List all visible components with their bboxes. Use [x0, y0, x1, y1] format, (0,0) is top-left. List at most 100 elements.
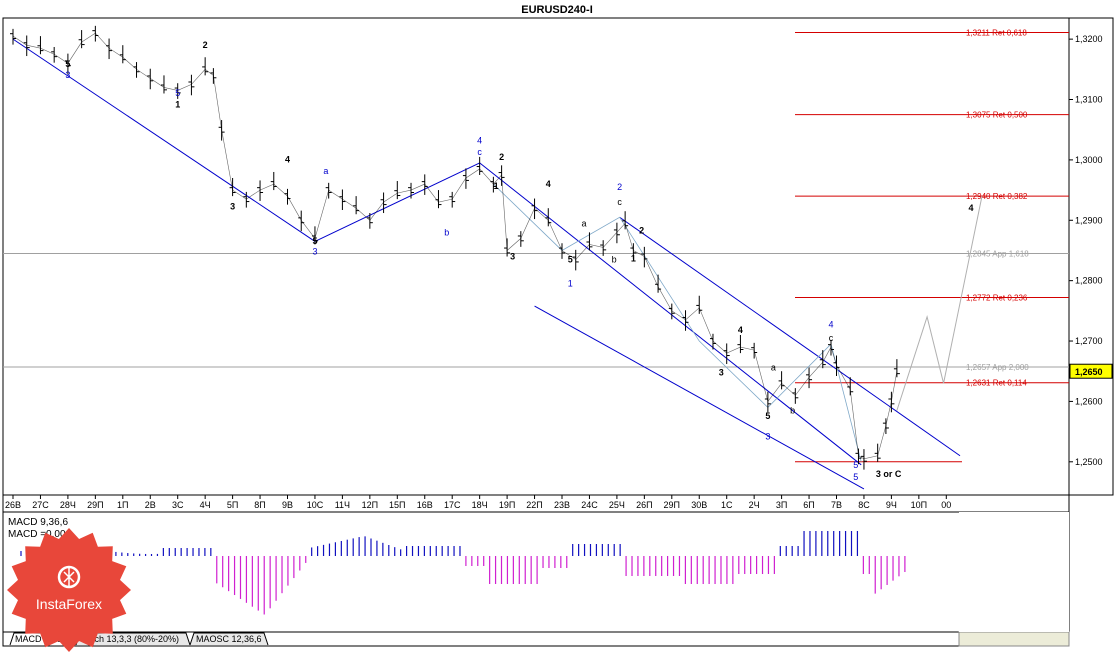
time-tick-label: 22П	[526, 500, 542, 510]
time-tick-label: 2В	[145, 500, 156, 510]
macd-label: MACD 9,36,6	[8, 517, 68, 528]
macd-histogram	[20, 531, 906, 615]
channel-lower	[534, 305, 865, 490]
time-tick-label: 10С	[307, 500, 324, 510]
time-tick-label: 12П	[362, 500, 378, 510]
price-tick-label: 1,2800	[1075, 276, 1103, 286]
time-tick-label: 3С	[172, 500, 184, 510]
time-tick-label: 25Ч	[609, 500, 625, 510]
wave-label: 1	[631, 253, 636, 263]
time-axis-frame	[2, 494, 1070, 513]
fib-level-label: 1,2631 Ret 0,114	[966, 379, 1027, 388]
forecast-path	[896, 196, 983, 411]
wave-label: 3	[65, 70, 70, 80]
channel-line-1	[12, 38, 316, 242]
price-tick-label: 1,2600	[1075, 396, 1103, 406]
wave-label: 5	[765, 411, 770, 421]
price-tick-label: 1,2900	[1075, 215, 1103, 225]
wave-label: 4	[285, 154, 290, 164]
fibonacci-levels: 1,3211 Ret 0,618 1,3075 Ret 0,500 1,2940 R…	[3, 28, 1069, 463]
time-tick-label: 7В	[831, 500, 842, 510]
time-tick-label: 24С	[581, 500, 598, 510]
brand-name: InstaForex	[36, 596, 102, 612]
wave-label: 3 or C	[876, 469, 902, 479]
time-tick-label: 30В	[691, 500, 707, 510]
wave-label: c	[477, 147, 482, 157]
time-tick-label: 18Ч	[472, 500, 488, 510]
wave-label: 5	[853, 472, 858, 482]
current-price-box	[1069, 363, 1113, 379]
wave-label: 1	[568, 279, 573, 289]
time-tick-label: 6П	[803, 500, 814, 510]
wave-label: 5	[175, 88, 180, 98]
fib-level-label: 1,3075 Ret 0,500	[966, 111, 1028, 120]
time-tick-label: 2Ч	[749, 500, 760, 510]
fib-level-label: 1,2845 App 1,618	[966, 249, 1029, 258]
macd-value-label: MACD =0,00	[8, 529, 66, 540]
tab-maosc-shape[interactable]	[189, 632, 269, 646]
instaforex-logo: InstaForex	[7, 528, 131, 652]
fib-level-label: 1,2940 Ret 0,382	[966, 192, 1028, 201]
price-tick-label: 1,3000	[1075, 155, 1103, 165]
wave-label: b	[790, 405, 795, 415]
wave-label: 4	[829, 320, 834, 330]
time-tick-label: 19П	[499, 500, 515, 510]
time-tick-label: 8П	[254, 500, 265, 510]
time-tick-label: 15П	[389, 500, 405, 510]
time-tick-label: 8С	[858, 500, 870, 510]
macd-right-blank	[959, 512, 1069, 632]
wave-label: b	[612, 255, 617, 265]
wave-label: 3	[230, 201, 235, 211]
wave-label: 3	[312, 247, 317, 257]
time-tick-label: 4Ч	[200, 500, 211, 510]
time-tick-label: 11Ч	[335, 500, 350, 510]
wave-label: 4	[738, 325, 743, 335]
wave-label: 3	[510, 252, 515, 262]
time-tick-label: 29П	[664, 500, 680, 510]
wave-label: 2	[499, 152, 504, 162]
current-price-label: 1,2650	[1075, 367, 1103, 377]
wave-label: 5	[312, 236, 317, 246]
time-tick-label: 27С	[32, 500, 49, 510]
time-axis: 26В 27С 28Ч 29П 1П 2В 3С 4Ч 5П 8П 9В 10С 11Ч 12П 15П 16…	[5, 495, 951, 510]
time-tick-label: 23В	[554, 500, 570, 510]
wave-label: a	[771, 363, 776, 373]
chart-title: EURUSD240-I	[521, 4, 593, 16]
wave-label: 5	[65, 59, 70, 69]
wave-label: 5	[853, 460, 858, 470]
wave-label: 4	[968, 203, 973, 213]
tab-macd[interactable]: MACD 9,36,6	[15, 634, 69, 644]
time-tick-label: 9В	[282, 500, 293, 510]
logo-badge-shape	[7, 528, 131, 652]
wave-label: c	[617, 197, 622, 207]
price-tick-label: 1,2700	[1075, 336, 1103, 346]
tabs-scroll-area[interactable]	[958, 631, 1070, 647]
time-tick-label: 9Ч	[886, 500, 897, 510]
tab-stoch[interactable]: Stoch 13,3,3 (80%-20%)	[81, 634, 179, 644]
time-tick-label: 5П	[227, 500, 238, 510]
time-tick-label: 16В	[417, 500, 433, 510]
price-axis-frame	[1068, 17, 1114, 496]
channel-upper	[619, 216, 961, 457]
wave-label: 2	[639, 226, 644, 236]
fib-level-label: 1,2772 Ret 0,236	[966, 294, 1028, 303]
wave-label: 4	[477, 136, 482, 146]
time-tick-label: 00	[941, 500, 951, 510]
wave-label: 1	[175, 99, 180, 109]
wave-label: c	[829, 333, 834, 343]
time-tick-label: 17С	[444, 500, 461, 510]
wave-label: a	[323, 166, 328, 176]
price-tick-label: 1,3200	[1075, 34, 1103, 44]
time-tick-label: 28Ч	[60, 500, 76, 510]
wave-label: 3	[765, 431, 770, 441]
price-path	[12, 32, 898, 460]
time-tick-label: 10П	[911, 500, 927, 510]
tab-maosc[interactable]: MAOSC 12,36,6	[196, 634, 262, 644]
time-tick-label: 1П	[117, 500, 128, 510]
price-tick-label: 1,2500	[1075, 457, 1103, 467]
wave-label: 5	[568, 255, 573, 265]
wave-label: 2	[617, 182, 622, 192]
